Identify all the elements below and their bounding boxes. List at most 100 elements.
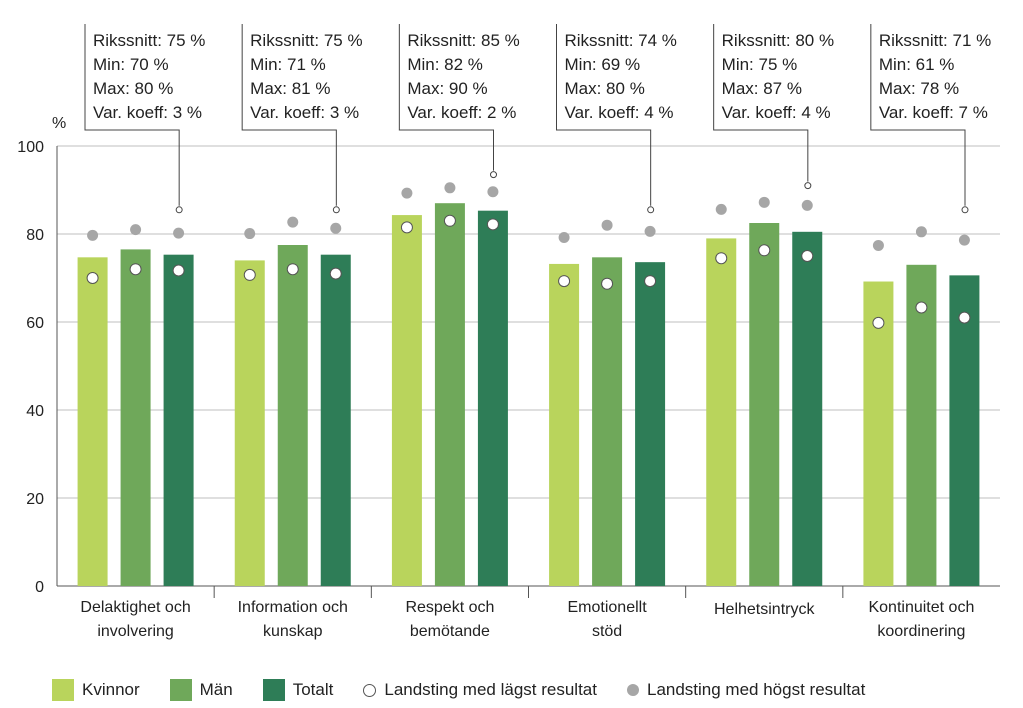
bar-kvinnor — [77, 257, 108, 586]
legend-dot-lowest — [363, 683, 377, 697]
lowest-result-dot — [486, 218, 499, 231]
annotation-text: Max: 78 % — [879, 79, 959, 98]
lowest-result-dot — [758, 244, 771, 257]
y-axis-label: % — [52, 115, 66, 132]
bar-totalt — [792, 231, 823, 587]
category-label: stöd — [592, 623, 622, 640]
bar-man — [749, 223, 780, 586]
annotation-text: Min: 70 % — [93, 55, 169, 74]
annotation-connector — [398, 24, 494, 171]
highest-result-dot — [444, 182, 456, 194]
annotation-connector — [84, 24, 180, 206]
bar-man — [906, 264, 937, 586]
lowest-result-dot — [329, 267, 342, 280]
legend-swatch-kvinnor — [52, 679, 74, 701]
annotation-text: Rikssnitt: 71 % — [879, 31, 991, 50]
annotation-text: Max: 87 % — [722, 79, 802, 98]
bar-man — [592, 257, 623, 586]
annotation-text: Min: 75 % — [722, 55, 798, 74]
lowest-result-dot — [872, 316, 885, 329]
legend-item-kvinnor: Kvinnor — [52, 679, 140, 701]
highest-result-dot — [915, 226, 927, 238]
bar-chart: 0 20 40 60 80 100% Delaktighet och involvering R… — [17, 24, 1000, 640]
annotation-text: Var. koeff: 7 % — [879, 103, 988, 122]
bar-kvinnor — [706, 238, 737, 586]
annotation-connector — [241, 24, 337, 206]
annotation-text: Min: 82 % — [407, 55, 483, 74]
highest-result-dot — [958, 234, 970, 246]
annotation-marker — [175, 206, 183, 214]
legend-swatch-man — [169, 679, 192, 701]
lowest-result-dot — [243, 268, 256, 281]
annotation-connector — [713, 24, 809, 182]
bar-totalt — [320, 254, 351, 586]
legend-swatch-totalt — [262, 679, 285, 701]
category-label: Information och — [238, 599, 348, 616]
category-label: Kontinuitet och — [868, 599, 974, 616]
highest-result-dot — [401, 187, 413, 199]
annotation-text: Max: 81 % — [250, 79, 330, 98]
legend-label-lowest: Landsting med lägst resultat — [384, 680, 597, 699]
legend: Kvinnor Män Totalt Landsting med lägst r… — [52, 678, 895, 702]
annotation-text: Rikssnitt: 75 % — [250, 31, 362, 50]
annotation-text: Min: 61 % — [879, 55, 955, 74]
legend-dot-highest — [626, 684, 639, 696]
highest-result-dot — [287, 216, 299, 228]
annotation-text: Var. koeff: 4 % — [565, 103, 674, 122]
highest-result-dot — [558, 232, 570, 244]
annotation-text: Max: 80 % — [565, 79, 645, 98]
annotation-text: Var. koeff: 3 % — [93, 103, 202, 122]
y-tick-label: 0 — [35, 579, 44, 596]
bar-totalt — [949, 275, 980, 586]
legend-label-man: Män — [199, 680, 233, 699]
annotation-text: Min: 69 % — [565, 55, 641, 74]
y-tick-label: 60 — [26, 315, 44, 332]
bar-totalt — [635, 262, 666, 586]
lowest-result-dot — [644, 275, 657, 288]
annotation-text: Var. koeff: 3 % — [250, 103, 359, 122]
lowest-result-dot — [801, 250, 814, 262]
lowest-result-dot — [915, 301, 928, 314]
bar-kvinnor — [391, 215, 422, 586]
y-tick-label: 40 — [26, 403, 44, 420]
legend-item-totalt: Totalt — [262, 679, 333, 701]
bar-totalt — [163, 254, 194, 586]
annotation-marker — [804, 182, 812, 190]
y-tick-label: 100 — [17, 139, 44, 156]
category-label: involvering — [97, 623, 173, 640]
legend-label-kvinnor: Kvinnor — [82, 680, 140, 699]
highest-result-dot — [487, 186, 499, 198]
category-label: Emotionellt — [568, 599, 648, 616]
bar-man — [434, 203, 465, 586]
category-label: Respekt och — [405, 599, 494, 616]
legend-item-lowest: Landsting med lägst resultat — [363, 680, 597, 700]
highest-result-dot — [715, 203, 727, 215]
annotation-text: Rikssnitt: 85 % — [407, 31, 519, 50]
bar-kvinnor — [549, 263, 580, 586]
lowest-result-dot — [172, 264, 185, 277]
annotation-marker — [647, 206, 655, 214]
annotation-connector — [556, 24, 652, 206]
highest-result-dot — [244, 228, 256, 240]
bar-kvinnor — [863, 281, 894, 586]
bar-man — [277, 245, 308, 586]
annotation-text: Max: 80 % — [93, 79, 173, 98]
bar-totalt — [477, 210, 508, 586]
annotation-text: Min: 71 % — [250, 55, 326, 74]
annotation-text: Rikssnitt: 75 % — [93, 31, 205, 50]
highest-result-dot — [601, 219, 613, 231]
y-tick-label: 20 — [26, 491, 44, 508]
highest-result-dot — [758, 196, 770, 208]
highest-result-dot — [130, 224, 142, 236]
lowest-result-dot — [715, 252, 728, 265]
highest-result-dot — [87, 229, 99, 241]
legend-item-man: Män — [169, 679, 233, 701]
lowest-result-dot — [443, 214, 456, 227]
category-label: bemötande — [410, 623, 490, 640]
highest-result-dot — [644, 225, 656, 237]
annotation-text: Var. koeff: 2 % — [407, 103, 516, 122]
legend-label-highest: Landsting med högst resultat — [646, 680, 866, 699]
y-tick-label: 80 — [26, 227, 44, 244]
category-label: Delaktighet och — [80, 599, 190, 616]
lowest-result-dot — [86, 272, 99, 284]
